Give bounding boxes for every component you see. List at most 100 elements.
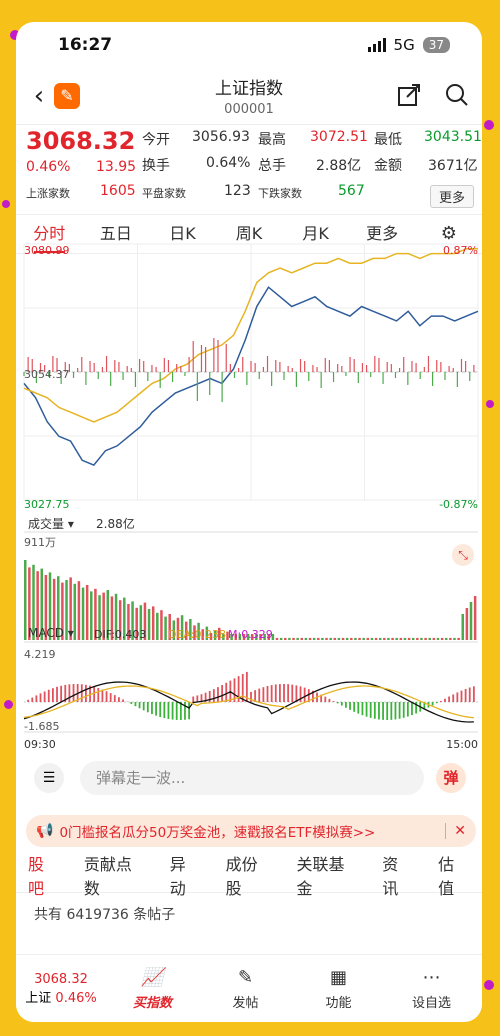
price-axis-mid: 3054.37: [24, 368, 70, 381]
x-label-end: 15:00: [446, 738, 478, 751]
more-button[interactable]: 更多: [429, 185, 474, 208]
volume-bar: [436, 637, 440, 640]
tab-more[interactable]: 更多: [366, 224, 399, 243]
index-summary-pct: 0.46%: [55, 990, 97, 1006]
volume-bar: [176, 617, 180, 640]
macd-label[interactable]: MACD ▾: [28, 626, 74, 640]
volume-bar: [217, 627, 221, 640]
pct-axis-max: 0.87%: [443, 244, 478, 257]
volume-bar: [300, 637, 304, 640]
macd-dea-line: [23, 685, 474, 719]
down-value: 567: [338, 183, 365, 199]
promo-text: 0门槛报名瓜分50万奖金池，速戳报名ETF模拟赛>>: [59, 825, 376, 841]
tab-movement[interactable]: 异动: [169, 854, 186, 898]
volume-bar: [81, 587, 85, 640]
app-logo-icon: ✎: [54, 83, 80, 109]
volume-bar: [180, 615, 184, 640]
low-label: 最低: [374, 132, 402, 148]
function-button[interactable]: ▦ 功能: [292, 967, 385, 1011]
volume-bar: [36, 571, 39, 640]
quote-panel: 3068.32 今开 3056.93 最高 3072.51 最低 3043.51…: [16, 124, 482, 214]
up-label: 上涨家数: [26, 187, 70, 200]
buy-index-button[interactable]: 📈 买指数: [106, 967, 199, 1011]
volume-bar: [366, 637, 370, 640]
low-value: 3043.51: [424, 129, 482, 145]
amount-label: 金额: [374, 158, 402, 174]
volume-bar: [139, 605, 143, 640]
volume-bar: [387, 637, 390, 640]
add-watchlist-button[interactable]: ⋯ 设自选: [385, 967, 478, 1011]
share-icon[interactable]: [396, 82, 422, 108]
volume-bar: [168, 614, 171, 640]
tab-intraday[interactable]: 分时: [16, 215, 83, 253]
volume-bar: [407, 637, 411, 640]
tab-contribution[interactable]: 贡献点数: [83, 854, 132, 898]
post-button[interactable]: ✎ 发帖: [199, 967, 292, 1011]
settings-gear-icon[interactable]: ⚙: [440, 223, 457, 244]
turnover-value: 0.64%: [206, 155, 251, 171]
index-summary-name: 上证: [25, 990, 52, 1006]
macd-min: -1.685: [24, 720, 60, 733]
volume-bar: [255, 634, 258, 640]
volume-max: 911万: [24, 536, 56, 549]
tab-weekly-k[interactable]: 周K: [235, 224, 263, 243]
tab-constituents[interactable]: 成份股: [225, 854, 258, 898]
tab-forum[interactable]: 股吧: [28, 854, 45, 898]
confetti-dot: [484, 120, 494, 130]
tab-valuation[interactable]: 估值: [438, 854, 455, 898]
volume-bar: [444, 637, 448, 640]
grid-icon: ▦: [329, 966, 347, 988]
volume-bar: [403, 637, 407, 640]
volume-bar: [473, 596, 477, 640]
volume-bar: [449, 637, 452, 640]
signal-icon: [367, 38, 386, 52]
volume-bar: [354, 637, 357, 640]
promo-banner[interactable]: 📢 0门槛报名瓜分50万奖金池，速戳报名ETF模拟赛>> ✕: [26, 815, 476, 847]
volume-bar: [151, 606, 155, 640]
volume-bar: [251, 634, 254, 640]
volume-bar: [44, 575, 48, 640]
volume-bar: [461, 614, 464, 640]
tab-related-funds[interactable]: 关联基金: [296, 854, 345, 898]
danmu-toggle-button[interactable]: 弹: [436, 763, 466, 793]
danmu-list-icon[interactable]: ☰: [34, 763, 64, 793]
danmu-input[interactable]: 弹幕走一波...: [80, 761, 424, 795]
tab-news[interactable]: 资讯: [382, 854, 399, 898]
volume-bar: [469, 602, 473, 640]
intraday-chart[interactable]: [16, 242, 482, 752]
close-icon[interactable]: ✕: [445, 823, 466, 839]
volume-bar: [416, 637, 419, 640]
volume-bar: [374, 637, 378, 640]
tab-daily-k[interactable]: 日K: [169, 224, 196, 243]
volume-bar: [234, 634, 237, 640]
tab-monthly-k[interactable]: 月K: [302, 224, 329, 243]
volume-bar: [333, 637, 337, 640]
period-tabs: 分时 五日 日K 周K 月K 更多 ⚙: [16, 214, 482, 254]
index-summary-price: 3068.32: [34, 971, 88, 987]
volume-bar: [428, 637, 431, 640]
volume-bar: [457, 637, 460, 640]
volume-bar: [213, 630, 217, 640]
volume-bar: [230, 634, 233, 640]
back-button[interactable]: ‹: [33, 81, 45, 111]
volume-bar: [325, 637, 328, 640]
volume-bar: [242, 634, 246, 640]
volume-bar: [420, 637, 423, 640]
volume-label[interactable]: 成交量 ▾: [28, 517, 74, 531]
search-icon[interactable]: [444, 82, 470, 108]
volume-bar: [69, 577, 72, 640]
volume-bar: [73, 583, 77, 640]
volume-bar: [205, 626, 209, 640]
volume-bar: [102, 592, 105, 640]
volume-bar: [296, 637, 299, 640]
volume-bar: [77, 581, 81, 640]
volume-bar: [391, 637, 394, 640]
expand-icon[interactable]: ⤡: [452, 544, 474, 566]
tab-five-day[interactable]: 五日: [99, 224, 132, 243]
volume-bar: [432, 637, 436, 640]
volume-bar: [304, 637, 308, 640]
index-summary[interactable]: 3068.32 上证 0.46%: [16, 972, 106, 1006]
high-label: 最高: [258, 132, 286, 148]
volume-bar: [90, 591, 93, 640]
volume-bar: [172, 620, 176, 640]
